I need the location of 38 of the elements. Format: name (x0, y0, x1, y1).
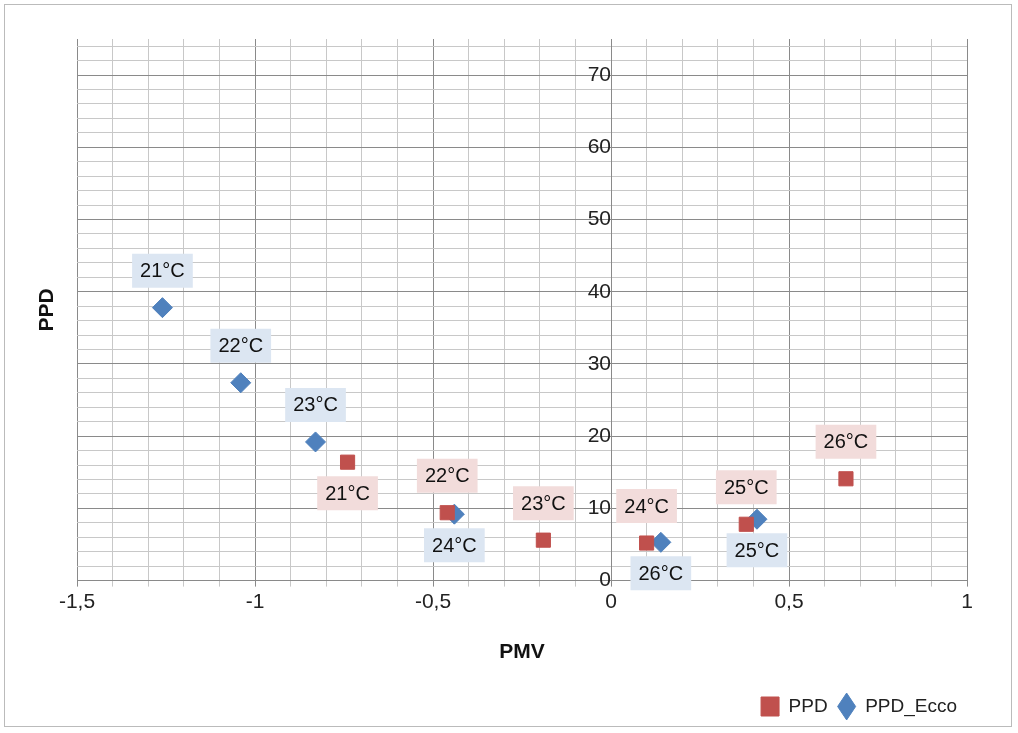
y-tick-label: 70 (587, 61, 611, 85)
point (230, 372, 252, 394)
annotation: 21°C (325, 481, 370, 504)
y-tick-label: 0 (599, 567, 611, 591)
point (151, 297, 173, 319)
y-tick-label: 30 (587, 350, 611, 374)
annotation: 25°C (723, 475, 769, 498)
x-tick-label: -1,5 (58, 589, 96, 612)
point (738, 516, 754, 532)
annotation: 23°C (521, 491, 566, 514)
point (339, 454, 356, 470)
y-tick-label: 60 (587, 134, 611, 158)
x-tick-label: -0,5 (414, 589, 452, 612)
x-tick-label: -1 (245, 589, 265, 612)
annotation: 23°C (293, 393, 338, 416)
y-tick-label: 10 (587, 495, 611, 519)
x-tick-label: 1 (961, 589, 973, 612)
annotation: 24°C (432, 533, 477, 556)
y-tick-label: 20 (587, 422, 611, 446)
legend-label: PPD_Ecco (865, 694, 957, 717)
point (439, 505, 455, 521)
y-tick-label: 50 (587, 206, 611, 230)
annotation: 22°C (218, 334, 264, 357)
x-tick-label: 0,5 (774, 589, 804, 612)
annotation: 21°C (140, 259, 185, 282)
point (535, 532, 551, 548)
annotation: 24°C (624, 494, 669, 517)
point (639, 535, 655, 551)
y-tick-label: 40 (587, 278, 611, 302)
legend-label: PPD (788, 694, 828, 716)
annotation: 26°C (638, 561, 684, 584)
annotation: 26°C (823, 430, 869, 453)
x-axis-title: PMV (499, 639, 545, 663)
point (838, 471, 854, 487)
annotation: 25°C (734, 538, 780, 561)
annotation: 22°C (424, 464, 470, 487)
point (305, 431, 327, 453)
y-axis-title: PPD (33, 288, 57, 332)
